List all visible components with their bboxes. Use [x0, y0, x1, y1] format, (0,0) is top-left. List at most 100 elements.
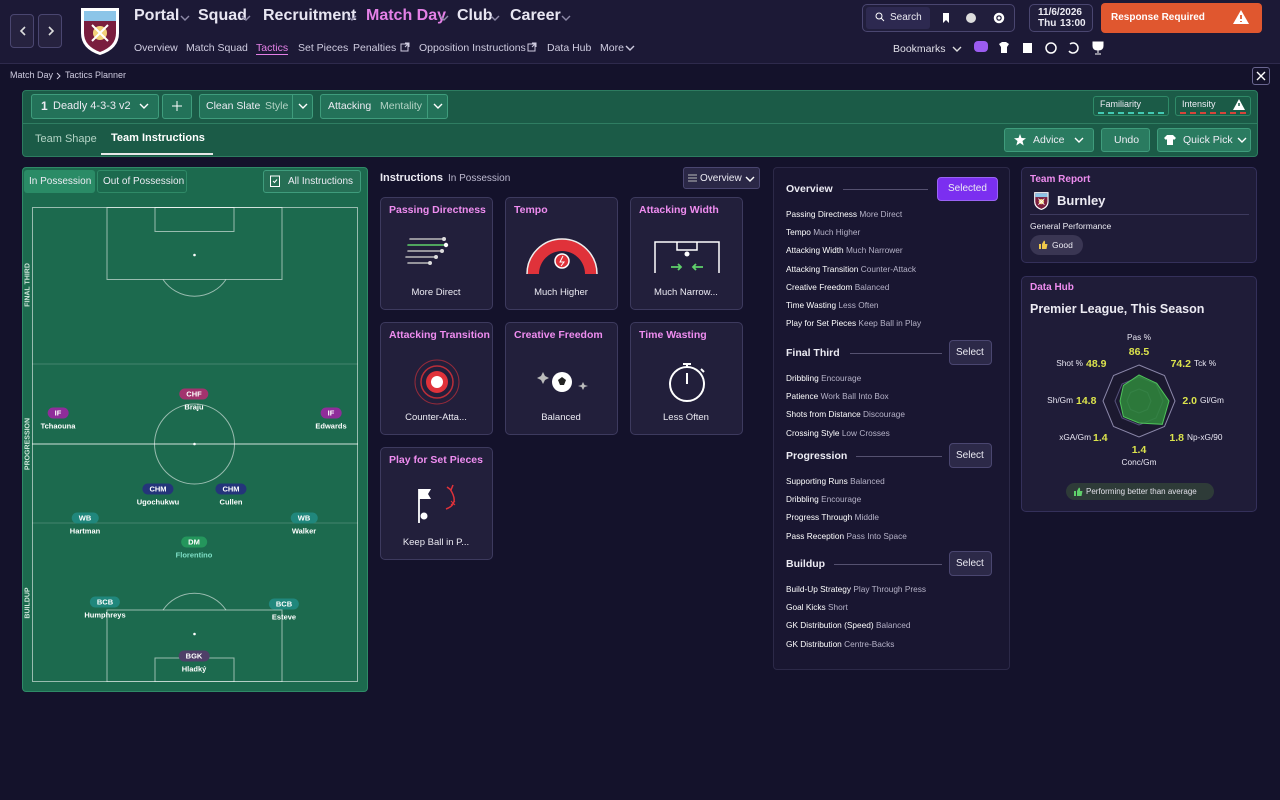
view-dropdown[interactable] — [683, 167, 760, 189]
forward-button[interactable] — [38, 14, 62, 48]
familiarity-bar — [1098, 112, 1164, 114]
instruction-card[interactable] — [380, 197, 493, 310]
sub-menu-item[interactable]: Set Pieces — [298, 42, 349, 54]
player-role[interactable]: CHF — [179, 388, 209, 400]
player-name[interactable]: Edwards — [315, 421, 347, 431]
instruction-row: GK Distribution Centre-Backs — [786, 639, 894, 649]
select-button[interactable] — [949, 340, 992, 365]
tab-active[interactable]: Team Instructions — [111, 132, 205, 144]
player-role[interactable]: IF — [320, 407, 342, 419]
player-name[interactable]: Ugochukwu — [136, 497, 180, 507]
player-name[interactable]: Cullen — [219, 497, 243, 507]
advice-label[interactable]: Advice — [1033, 134, 1065, 146]
close-button[interactable] — [1252, 67, 1270, 85]
player-role[interactable]: BGK — [178, 650, 210, 662]
shirt-icon — [1164, 135, 1176, 145]
stat-value: 1.4 — [1132, 444, 1147, 456]
row-value: Less Often — [838, 300, 879, 310]
row-value: Short — [827, 602, 848, 613]
select-label[interactable]: Select — [956, 450, 984, 461]
sub-menu-item[interactable]: Data Hub — [547, 42, 592, 54]
instruction-row: Play for Set Pieces Keep Ball in Play — [786, 318, 921, 328]
row-label: Play for Set Pieces — [786, 318, 857, 329]
possession-tab[interactable] — [24, 170, 95, 193]
alert-button[interactable] — [1101, 3, 1262, 33]
main-menu-item[interactable]: Recruitment — [263, 7, 357, 24]
instruction-row: Shots from Distance Discourage — [786, 409, 905, 419]
select-label[interactable]: Select — [956, 347, 984, 358]
player-name[interactable]: Walker — [291, 526, 317, 536]
row-label: GK Distribution — [786, 638, 842, 649]
chevron — [1074, 137, 1084, 143]
breadcrumb-sep — [56, 72, 61, 80]
player-role[interactable]: WB — [290, 512, 318, 524]
chevron — [347, 15, 357, 21]
instruction-card[interactable] — [380, 447, 493, 560]
player-role[interactable]: IF — [47, 407, 69, 419]
possession-tab-label[interactable]: Out of Possession — [103, 176, 185, 187]
bookmarks[interactable]: Bookmarks — [893, 43, 946, 55]
row-label: Build-Up Strategy — [786, 584, 852, 594]
date-box — [1029, 4, 1093, 32]
card-title: Tempo — [514, 204, 548, 216]
card-value: Counter-Atta... — [405, 412, 467, 423]
tab[interactable]: Team Shape — [35, 133, 97, 145]
main-menu-item[interactable]: Squad — [198, 7, 247, 24]
sub-menu-item[interactable]: Tactics — [256, 42, 289, 55]
performance-label: General Performance — [1030, 221, 1112, 231]
divider — [23, 123, 1257, 124]
player-role[interactable]: WB — [71, 512, 99, 524]
radar: Pas % 86.5 Tck %74.2 Gl/Gm2.0 Np-xG/901.8 Con… — [1047, 332, 1224, 467]
selected-label[interactable]: Selected — [948, 183, 987, 194]
player-name[interactable]: Tchaouna — [40, 421, 76, 431]
sub-menu-item[interactable]: Opposition Instructions — [419, 42, 526, 54]
select-label[interactable]: Select — [956, 558, 984, 569]
view-label[interactable]: Overview — [700, 173, 742, 184]
row-label: Progress Through — [786, 512, 853, 523]
undo-label[interactable]: Undo — [1114, 134, 1140, 146]
row-label: Dribbling — [786, 373, 819, 383]
player-role[interactable]: CHM — [142, 483, 174, 495]
list-icon — [688, 174, 697, 182]
sub-menu-item[interactable]: More — [600, 42, 624, 54]
all-instructions-label[interactable]: All Instructions — [288, 176, 354, 187]
main-menu-item[interactable]: Match Day — [366, 7, 447, 24]
tactic-dropdown[interactable] — [31, 94, 159, 119]
player-name[interactable]: Humphreys — [84, 610, 126, 620]
possession-tab-label[interactable]: In Possession — [29, 176, 92, 187]
card-value: Keep Ball in P... — [402, 537, 470, 548]
style-value: Clean Slate — [206, 100, 261, 112]
card-value: Much Higher — [534, 287, 588, 298]
player-role[interactable]: CHM — [215, 483, 247, 495]
all-instructions-button[interactable] — [263, 170, 361, 193]
card-value: More Direct — [411, 287, 461, 298]
style-dropdown[interactable] — [199, 94, 313, 119]
instruction-row: Build-Up Strategy Play Through Press — [786, 584, 926, 594]
possession-tab[interactable] — [97, 170, 187, 193]
quick-pick-label[interactable]: Quick Pick — [1183, 134, 1233, 146]
player-name[interactable]: Hartman — [69, 526, 101, 536]
mentality-dropdown[interactable] — [320, 94, 448, 119]
undo-button[interactable] — [1101, 128, 1150, 152]
sub-menu-item[interactable]: Match Squad — [186, 42, 248, 54]
select-button[interactable] — [949, 551, 992, 576]
main-menu-item[interactable]: Club — [457, 7, 493, 24]
player-role[interactable]: BCB — [268, 598, 300, 610]
sub-menu-item[interactable]: Penalties — [353, 42, 397, 54]
sub-menu-item[interactable]: Overview — [134, 42, 178, 54]
search-label[interactable]: Search — [890, 12, 922, 23]
select-button[interactable] — [949, 443, 992, 468]
player-role[interactable]: BCB — [89, 596, 121, 608]
selected-button[interactable] — [937, 177, 998, 201]
search-button[interactable] — [866, 7, 930, 29]
player-name[interactable]: Hladký — [181, 664, 207, 674]
alert-label[interactable]: Response Required — [1111, 12, 1205, 23]
player-name[interactable]: Braju — [184, 402, 204, 412]
player-name[interactable]: Florentino — [175, 550, 213, 560]
main-menu-item[interactable]: Career — [510, 7, 561, 24]
row-label: Creative Freedom — [786, 281, 853, 292]
breadcrumb[interactable]: Match Day — [10, 70, 54, 80]
player-name[interactable]: Esteve — [271, 612, 297, 622]
main-menu-item[interactable]: Portal — [134, 7, 180, 24]
player-role[interactable]: DM — [181, 536, 207, 548]
